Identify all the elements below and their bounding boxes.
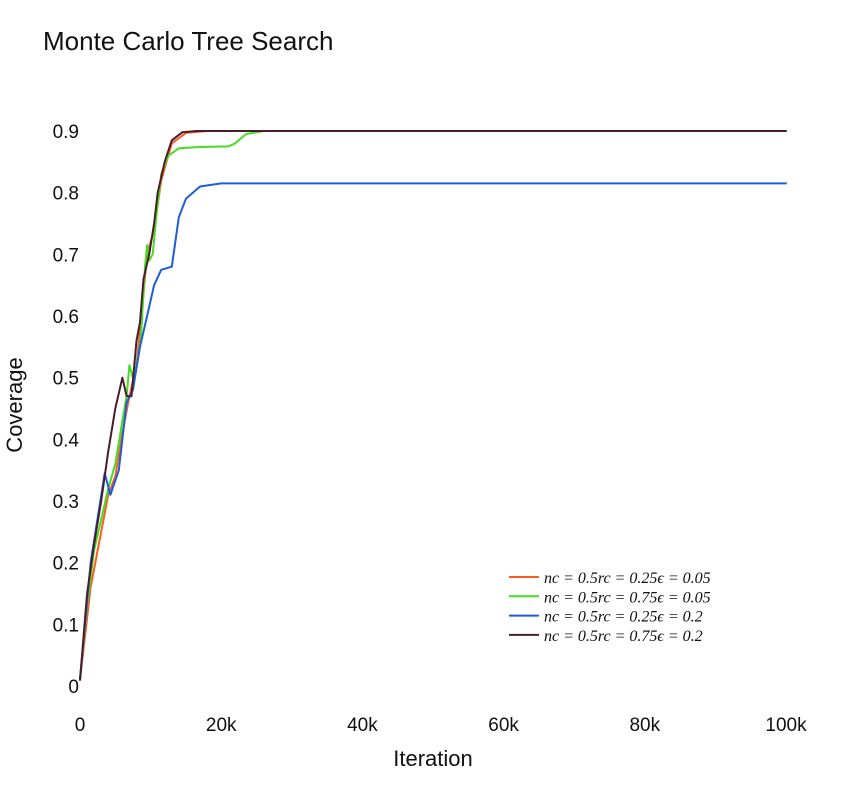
x-tick-label: 80k [629,715,660,736]
legend: nc = 0.5rc = 0.25ϵ = 0.05 nc = 0.5rc = 0.… [509,570,711,645]
y-tick-label: 0.8 [53,184,79,205]
y-tick-label: 0.9 [53,122,79,143]
y-tick-label: 0.1 [53,615,79,636]
series-line-2 [79,130,787,681]
y-axis-title: Coverage [2,357,27,452]
legend-label-2: nc = 0.5rc = 0.75ϵ = 0.05 [544,589,711,606]
x-axis-ticks: 0 20k 40k 60k 80k 100k [75,715,807,736]
y-tick-label: 0.5 [53,369,79,390]
series-line-4 [79,130,787,681]
x-tick-label: 20k [206,715,237,736]
y-tick-label: 0.3 [53,492,79,513]
y-tick-label: 0.4 [53,430,80,451]
series-line-3 [79,182,787,681]
legend-label-3: nc = 0.5rc = 0.25ϵ = 0.2 [544,609,703,626]
x-axis-title: Iteration [393,746,473,771]
y-axis-ticks: 0 0.1 0.2 0.3 0.4 0.5 0.6 0.7 0.8 0.9 [53,122,80,698]
y-tick-label: 0.2 [53,554,79,575]
y-tick-label: 0.7 [53,245,79,266]
legend-label-1: nc = 0.5rc = 0.25ϵ = 0.05 [544,570,711,587]
x-tick-label: 40k [347,715,378,736]
x-tick-label: 60k [488,715,519,736]
y-tick-label: 0 [68,677,79,698]
x-tick-label: 0 [75,715,86,736]
series-lines [79,130,787,681]
legend-label-4: nc = 0.5rc = 0.75ϵ = 0.2 [544,628,703,645]
x-tick-label: 100k [765,715,807,736]
chart-title: Monte Carlo Tree Search [43,26,333,56]
y-tick-label: 0.6 [53,307,79,328]
